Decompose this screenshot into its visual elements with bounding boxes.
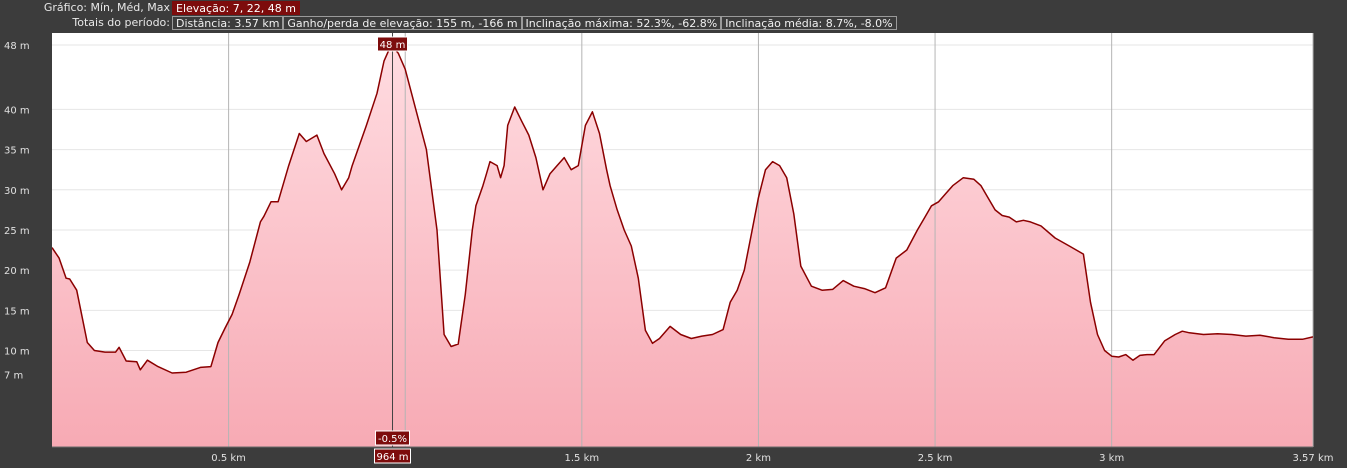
elevation-stat: Elevação: 7, 22, 48 m <box>172 0 300 15</box>
y-tick-label: 10 m <box>4 347 30 358</box>
chart-mode-label: Gráfico: Mín, Méd, Max <box>43 1 170 14</box>
y-tick-label: 15 m <box>4 306 30 317</box>
x-tick-label: 0.5 km <box>211 453 246 464</box>
cursor-slope-box <box>375 430 411 446</box>
y-tick-label: 25 m <box>4 226 30 237</box>
x-tick-label: 3.57 km <box>1293 453 1334 464</box>
elevation-fill <box>52 45 1313 447</box>
elevation-area <box>52 45 1313 447</box>
cursor-marker[interactable]: 48 m -0.5% 964 m <box>374 33 412 464</box>
cursor-elevation-box <box>377 36 409 52</box>
y-tick-label: 7 m <box>4 371 23 382</box>
cursor-distance-label: 964 m <box>376 452 408 463</box>
y-tick-label: 35 m <box>4 146 30 157</box>
elevation-line <box>52 44 1313 374</box>
gain-loss-stat: Ganho/perda de elevação: 155 m, -166 m <box>283 15 522 30</box>
y-tick-label: 48 m <box>4 41 30 52</box>
vertical-gridlines <box>228 33 1314 447</box>
cursor-slope-label: -0.5% <box>378 434 407 445</box>
x-tick-label: 1.5 km <box>565 453 600 464</box>
x-tick-label: 2 km <box>746 453 771 464</box>
y-axis-ticks: 48 m 40 m 35 m 30 m 25 m 20 m 15 m 10 m 7 m <box>4 41 30 382</box>
y-tick-label: 30 m <box>4 186 30 197</box>
x-axis-ticks: 0.5 km 1.5 km 2 km 2.5 km 3 km 3.57 km <box>211 453 1333 464</box>
x-tick-label: 3 km <box>1099 453 1124 464</box>
avg-incline-stat: Inclinação média: 8.7%, -8.0% <box>721 15 897 30</box>
cursor-distance-box <box>374 448 412 464</box>
y-tick-label: 20 m <box>4 266 30 277</box>
stats-row-chart: Gráfico: Mín, Méd, Max Elevação: 7, 22, … <box>0 0 300 15</box>
period-totals-label: Totais do período: <box>72 16 170 29</box>
x-tick-label: 2.5 km <box>918 453 953 464</box>
distance-stat: Distância: 3.57 km <box>172 15 284 30</box>
y-tick-label: 40 m <box>4 105 30 116</box>
cursor-elevation-label: 48 m <box>380 40 406 51</box>
stats-row-period-totals: Totais do período: Distância: 3.57 km Ga… <box>0 15 897 30</box>
max-incline-stat: Inclinação máxima: 52.3%, -62.8% <box>521 15 722 30</box>
